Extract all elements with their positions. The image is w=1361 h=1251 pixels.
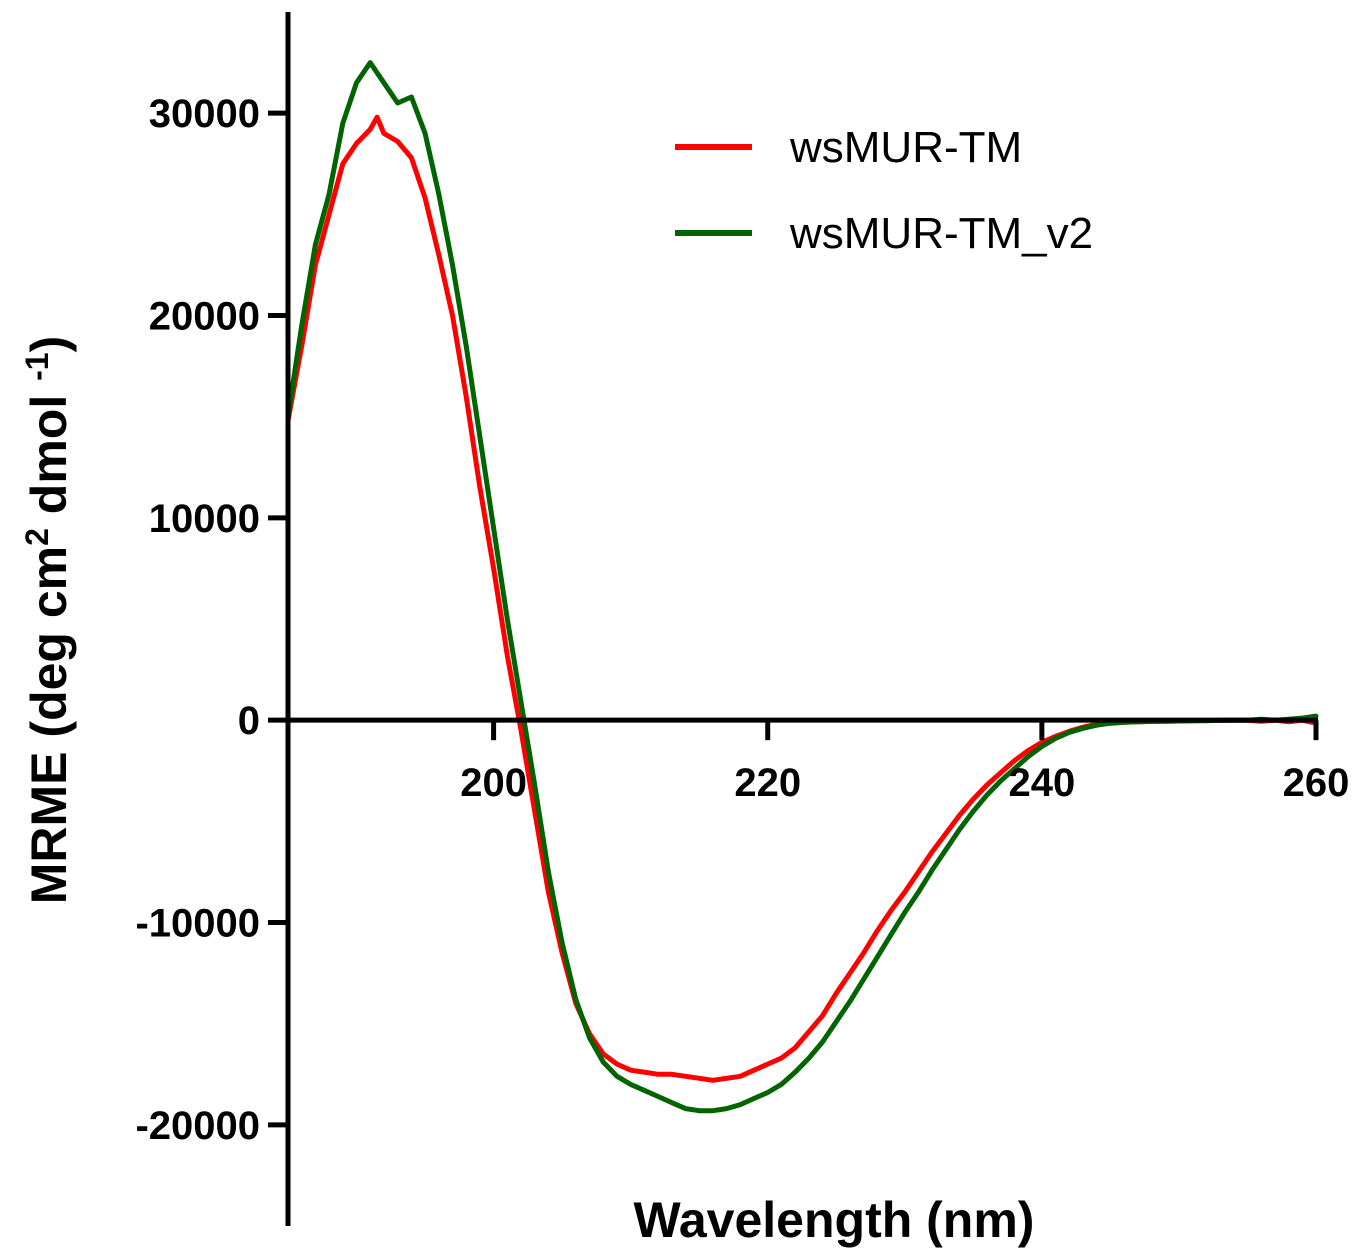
y-tick-label: -20000 xyxy=(135,1104,260,1148)
y-tick-label: 20000 xyxy=(149,295,260,339)
series-line-1 xyxy=(285,114,1319,1083)
x-ticks: 200 220 240 260 xyxy=(460,720,1349,805)
x-tick-label: 200 xyxy=(460,761,527,805)
y-axis-title-part: ) xyxy=(21,336,77,353)
x-tick-label: 220 xyxy=(734,761,801,805)
y-tick-label: -10000 xyxy=(135,902,260,946)
legend-label: wsMUR-TM xyxy=(789,123,1022,172)
x-tick-label: 240 xyxy=(1008,761,1075,805)
y-axis-title-part: dmol xyxy=(21,381,77,528)
y-axis-title: MRME (deg cm2 dmol -1) xyxy=(19,336,77,904)
y-tick-label: 0 xyxy=(238,699,260,743)
x-axis-title: Wavelength (nm) xyxy=(634,1192,1035,1248)
y-axis-title-superscript: 2 xyxy=(19,528,55,546)
legend: wsMUR-TM wsMUR-TM_v2 xyxy=(675,123,1093,258)
x-tick-label: 260 xyxy=(1283,761,1350,805)
y-ticks: -20000 -10000 0 10000 20000 30000 xyxy=(135,92,288,1148)
legend-label: wsMUR-TM_v2 xyxy=(789,209,1093,258)
y-axis-title-part: MRME (deg cm xyxy=(21,546,77,904)
y-axis-title-superscript: -1 xyxy=(19,352,55,380)
axes xyxy=(285,12,1318,1226)
y-tick-label: 10000 xyxy=(149,497,260,541)
y-tick-label: 30000 xyxy=(149,92,260,136)
